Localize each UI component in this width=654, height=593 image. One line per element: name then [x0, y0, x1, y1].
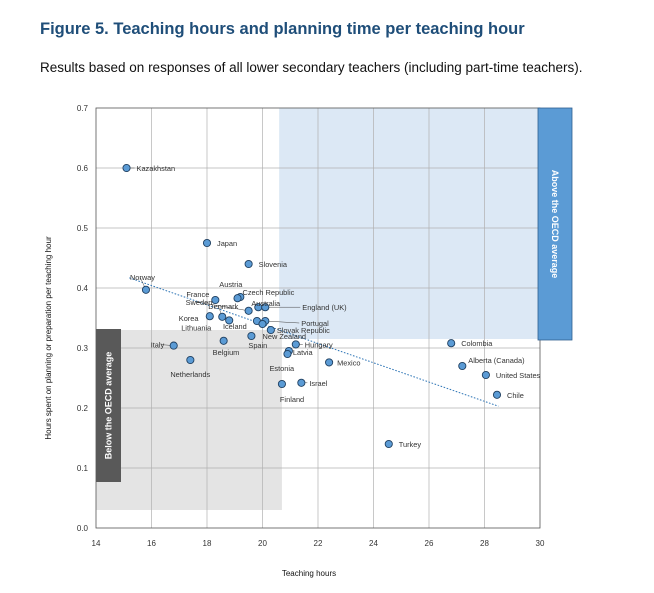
point-label: Chile — [507, 391, 524, 400]
point-labels: Kazakhstan Japan Slovenia Norway AustriaCzec… — [130, 164, 541, 449]
point-label: Spain — [248, 341, 267, 350]
data-point — [211, 295, 220, 305]
grid-lines — [96, 108, 540, 528]
region-shading — [96, 108, 540, 510]
data-point — [186, 355, 195, 365]
data-point — [247, 331, 256, 341]
data-point — [447, 339, 456, 348]
data-point — [384, 439, 393, 449]
data-point — [218, 312, 227, 321]
point-label: England (UK) — [302, 303, 346, 312]
data-point — [233, 294, 242, 303]
data-point — [225, 316, 234, 325]
x-axis-title: Teaching hours — [282, 569, 336, 578]
y-tick-label: 0.6 — [77, 164, 89, 173]
data-points — [122, 163, 502, 449]
point-label: Korea — [179, 314, 200, 323]
data-point — [277, 379, 286, 389]
y-tick-label: 0.0 — [77, 524, 89, 533]
trendline-group — [129, 277, 499, 407]
data-point — [202, 238, 212, 248]
data-point — [244, 259, 253, 269]
point-label: Iceland — [223, 322, 247, 331]
above-average-band — [537, 107, 573, 341]
point-label: Alberta (Canada) — [468, 356, 524, 365]
data-point — [219, 336, 228, 345]
data-point — [261, 303, 270, 312]
figure-title: Figure 5. Teaching hours and planning ti… — [40, 20, 525, 38]
point-label: Italy — [151, 341, 165, 350]
y-tick-label: 0.4 — [77, 284, 89, 293]
x-tick-label: 14 — [92, 539, 101, 548]
point-label: Slovak Republic — [277, 326, 330, 335]
point-label: Austria — [219, 280, 243, 289]
data-point — [283, 349, 292, 359]
y-tick-label: 0.5 — [77, 224, 89, 233]
figure-subtitle: Results based on responses of all lower … — [40, 60, 583, 75]
x-tick-label: 18 — [203, 539, 212, 548]
point-label: France — [186, 290, 209, 299]
point-label: Colombia — [461, 339, 493, 348]
point-label: Hungary — [305, 340, 333, 349]
x-tick-label: 22 — [314, 539, 323, 548]
point-label: Czech Republic — [243, 288, 295, 297]
data-point — [244, 306, 253, 315]
y-tick-label: 0.2 — [77, 404, 89, 413]
data-point — [458, 361, 467, 371]
point-label: Sweden — [186, 298, 213, 307]
data-point — [169, 341, 178, 350]
point-label: Slovenia — [259, 260, 288, 269]
data-point — [122, 163, 131, 173]
point-label: Belgium — [213, 348, 240, 357]
region-bands: Above the OECD average Below the OECD ave… — [96, 107, 573, 482]
point-label: Netherlands — [170, 370, 210, 379]
point-label: Japan — [217, 239, 237, 248]
x-tick-label: 16 — [147, 539, 156, 548]
data-point — [266, 325, 275, 335]
tick-labels: 14 16 18 20 22 24 26 28 30 0.0 0.1 0.2 0.3 0.4 0.5 0.6 0… — [77, 104, 545, 548]
x-tick-label: 20 — [258, 539, 267, 548]
x-tick-label: 28 — [480, 539, 489, 548]
leader-line — [265, 320, 300, 324]
point-label: Turkey — [399, 440, 422, 449]
data-point — [141, 285, 150, 294]
above-average-label: Above the OECD average — [550, 170, 560, 279]
y-tick-label: 0.3 — [77, 344, 89, 353]
point-label: Mexico — [337, 358, 360, 367]
y-axis-title: Hours spent on planning or preparation p… — [44, 236, 53, 440]
x-tick-label: 24 — [369, 539, 378, 548]
point-label: New Zealand — [263, 332, 307, 341]
point-label: Denmark — [208, 302, 238, 311]
point-label: Estonia — [269, 364, 295, 373]
point-label: Kazakhstan — [137, 164, 176, 173]
point-label: Australia — [251, 299, 281, 308]
data-point — [291, 340, 300, 349]
point-label: Finland — [280, 395, 304, 404]
data-point — [297, 378, 306, 387]
point-label: Norway — [130, 273, 155, 282]
y-tick-label: 0.1 — [77, 464, 89, 473]
x-tick-label: 26 — [425, 539, 434, 548]
point-label: Portugal — [301, 319, 329, 328]
point-label: United States — [496, 371, 541, 380]
y-tick-label: 0.7 — [77, 104, 89, 113]
data-point — [205, 312, 214, 321]
trendline — [129, 277, 499, 407]
leader-line — [195, 301, 249, 312]
x-tick-label: 30 — [536, 539, 545, 548]
below-average-label: Below the OECD average — [104, 352, 114, 460]
point-label: Latvia — [293, 348, 314, 357]
data-point — [258, 319, 267, 329]
point-label: Lithuania — [181, 323, 212, 332]
above-average-region — [279, 108, 540, 339]
data-point — [492, 390, 502, 399]
data-point — [481, 370, 490, 380]
point-label: Israel — [309, 379, 327, 388]
data-point — [325, 358, 334, 367]
below-average-band — [96, 329, 121, 482]
